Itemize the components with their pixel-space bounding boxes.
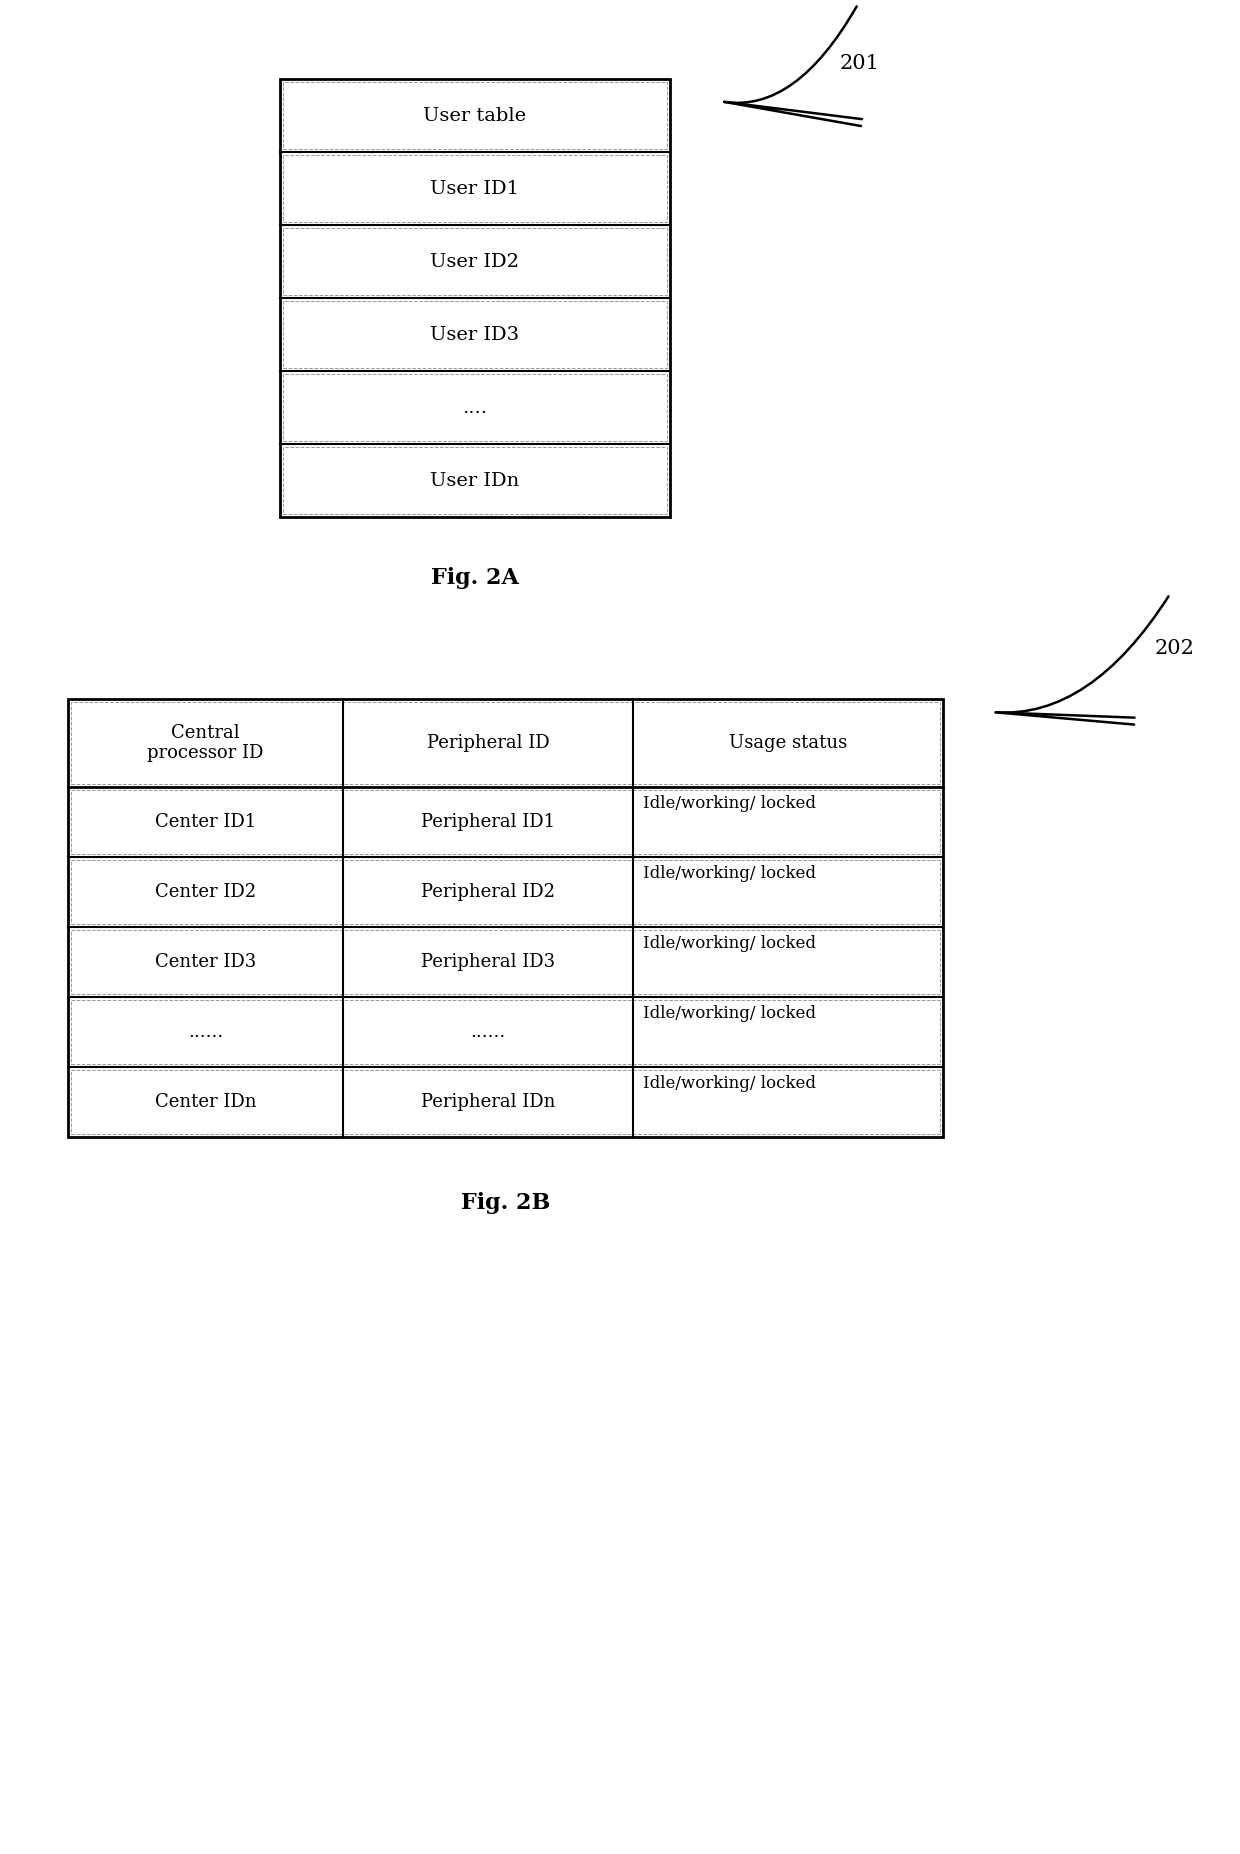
Text: Central
processor ID: Central processor ID	[148, 723, 264, 762]
Bar	[283, 375, 667, 441]
Text: Idle/working/ locked: Idle/working/ locked	[644, 795, 816, 812]
Bar	[71, 790, 940, 855]
Text: User IDn: User IDn	[430, 471, 520, 489]
Text: 201: 201	[839, 54, 880, 72]
Text: Peripheral ID3: Peripheral ID3	[420, 953, 556, 971]
Text: Idle/working/ locked: Idle/working/ locked	[644, 934, 816, 951]
Text: Center ID3: Center ID3	[155, 953, 257, 971]
Text: Peripheral ID: Peripheral ID	[427, 734, 549, 753]
Text: User ID1: User ID1	[430, 180, 520, 198]
Bar	[283, 82, 667, 148]
Bar	[280, 80, 670, 517]
Bar	[283, 447, 667, 514]
Text: User table: User table	[423, 106, 527, 124]
Bar	[71, 1070, 940, 1135]
Text: ....: ....	[463, 399, 487, 417]
Bar	[71, 703, 940, 784]
Bar	[283, 300, 667, 367]
Text: User ID3: User ID3	[430, 326, 520, 343]
Text: Center ID2: Center ID2	[155, 883, 257, 901]
Bar	[71, 999, 940, 1064]
Text: Peripheral ID2: Peripheral ID2	[422, 883, 556, 901]
Text: Idle/working/ locked: Idle/working/ locked	[644, 1005, 816, 1022]
Bar	[283, 228, 667, 295]
Text: 202: 202	[1154, 640, 1195, 658]
Text: Usage status: Usage status	[729, 734, 847, 753]
Text: Fig. 2A: Fig. 2A	[432, 567, 518, 590]
Text: Idle/working/ locked: Idle/working/ locked	[644, 866, 816, 883]
Bar	[71, 860, 940, 923]
Text: Idle/working/ locked: Idle/working/ locked	[644, 1075, 816, 1092]
Text: ......: ......	[188, 1023, 223, 1040]
Text: ......: ......	[470, 1023, 506, 1040]
Bar	[68, 699, 942, 1137]
Text: Fig. 2B: Fig. 2B	[461, 1192, 551, 1214]
Bar	[71, 931, 940, 994]
Text: Peripheral IDn: Peripheral IDn	[420, 1094, 556, 1111]
Text: Center IDn: Center IDn	[155, 1094, 257, 1111]
Bar	[283, 156, 667, 222]
Text: Peripheral ID1: Peripheral ID1	[420, 814, 556, 831]
Text: Center ID1: Center ID1	[155, 814, 257, 831]
Text: User ID2: User ID2	[430, 252, 520, 271]
